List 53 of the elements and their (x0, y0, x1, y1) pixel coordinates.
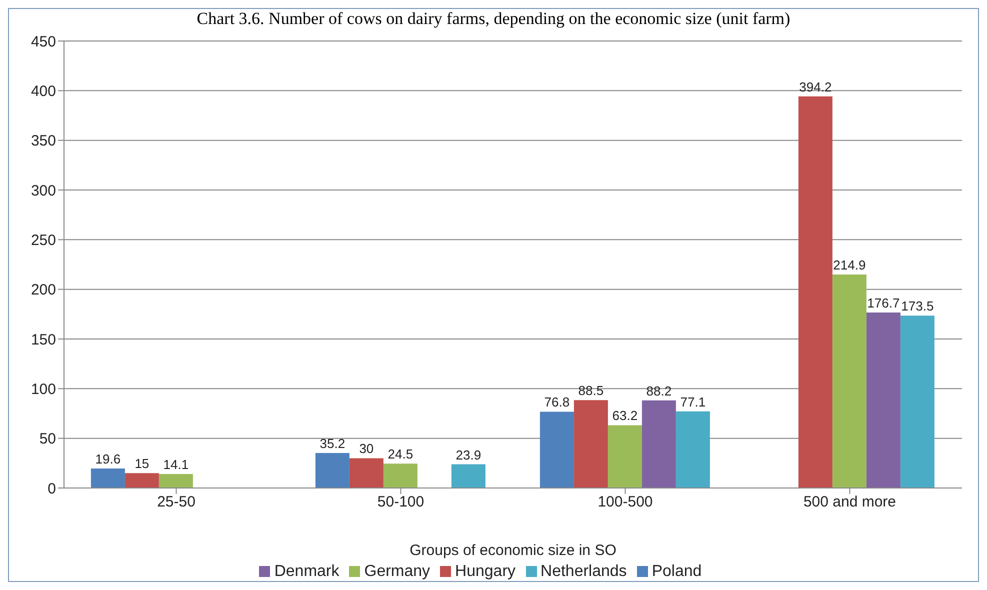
y-tick-label: 150 (30, 331, 56, 348)
y-tick-label: 300 (30, 182, 56, 200)
legend-label: Denmark (274, 563, 340, 580)
data-label: 30 (359, 441, 374, 456)
y-tick-label: 450 (30, 33, 56, 50)
bar (866, 312, 900, 488)
y-tick-label: 400 (30, 82, 56, 100)
bar (798, 96, 832, 488)
y-tick-label: 250 (30, 232, 56, 249)
legend-label: Poland (652, 563, 702, 580)
y-tick-label: 0 (48, 480, 56, 498)
data-label: 88.5 (578, 383, 604, 398)
data-label: 214.9 (833, 258, 866, 273)
data-label: 19.6 (95, 452, 121, 467)
x-tick-label: 25-50 (157, 494, 196, 511)
bar (383, 464, 418, 488)
legend-label: Netherlands (540, 563, 627, 580)
x-tick-label: 50-100 (377, 494, 424, 511)
bar (451, 464, 486, 488)
y-tick-label: 50 (39, 430, 56, 448)
data-label: 76.8 (544, 394, 570, 410)
y-tick-label: 350 (30, 132, 56, 150)
bar (900, 316, 934, 488)
legend-label: Hungary (455, 563, 516, 580)
data-label: 394.2 (799, 79, 832, 94)
y-tick-label: 200 (30, 282, 56, 299)
bar (158, 474, 193, 488)
bar (540, 412, 574, 488)
data-label: 77.1 (680, 394, 706, 410)
bar (315, 453, 350, 488)
data-label: 24.5 (388, 446, 414, 462)
legend-label: Germany (364, 563, 430, 580)
bar (642, 400, 676, 488)
bar (676, 411, 710, 488)
data-label: 63.2 (612, 408, 638, 424)
data-label: 23.9 (456, 447, 482, 462)
data-label: 173.5 (901, 298, 934, 314)
data-label: 14.1 (163, 456, 189, 472)
data-label: 88.2 (646, 383, 672, 398)
bar (349, 458, 384, 488)
x-tick-label: 500 and more (803, 494, 896, 511)
bar (832, 274, 866, 488)
data-label: 15 (134, 456, 150, 472)
bar (124, 473, 159, 488)
y-tick-label: 100 (30, 380, 56, 398)
chart-title: Chart 3.6. Number of cows on dairy farms, depending on the economic size (unit farm) (196, 9, 792, 29)
data-label: 35.2 (320, 436, 346, 452)
x-axis-title: Groups of economic size in SO (410, 542, 616, 559)
x-tick-label: 100-500 (598, 494, 653, 511)
data-label: 176.7 (867, 295, 900, 310)
bar (90, 468, 125, 488)
bar (608, 425, 642, 488)
bar (574, 400, 608, 488)
